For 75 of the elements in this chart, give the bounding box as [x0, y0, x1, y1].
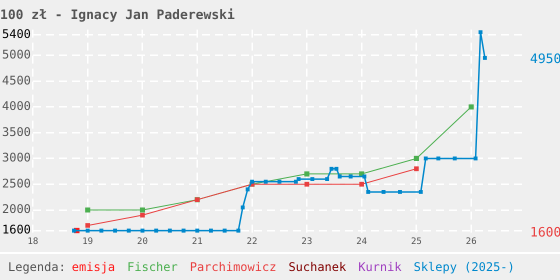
point: [85, 223, 90, 228]
legend-label: Kurnik: [358, 260, 402, 274]
point: [140, 212, 145, 218]
point: [246, 187, 250, 192]
point: [168, 228, 172, 233]
point: [209, 228, 213, 233]
y-tick-label: 2500: [2, 176, 31, 190]
x-tick-label: 18: [27, 236, 38, 247]
point: [436, 156, 440, 160]
point: [296, 177, 301, 182]
point: [398, 190, 402, 194]
point: [72, 228, 76, 233]
point: [366, 190, 370, 194]
point: [222, 228, 227, 233]
x-tick-label: 19: [82, 236, 94, 247]
point: [85, 207, 90, 213]
y-tick-label: 3000: [2, 150, 31, 165]
point: [382, 190, 386, 194]
point: [240, 205, 245, 210]
point: [418, 190, 423, 194]
y-tick-label: 4500: [2, 73, 31, 88]
y-tick-label: 4000: [2, 99, 31, 114]
x-tick-label: 24: [356, 236, 368, 247]
y-tick-label: 3500: [2, 124, 31, 139]
x-tick-label: 22: [246, 236, 258, 247]
point: [338, 174, 342, 178]
point: [330, 166, 334, 171]
point: [86, 228, 90, 233]
y-tick-label: 5000: [2, 47, 31, 62]
point: [99, 228, 104, 233]
point: [195, 228, 200, 233]
point: [304, 182, 310, 187]
text: Fischer: [127, 260, 178, 274]
point: [236, 228, 240, 233]
point: [126, 228, 131, 233]
point: [140, 207, 146, 213]
legend-title: Legenda:: [8, 260, 66, 274]
x-tick-label: 26: [466, 236, 477, 247]
point: [182, 228, 186, 233]
y-tick-label: 5400: [2, 26, 31, 41]
point: [334, 166, 338, 171]
text: 4950: [530, 52, 560, 67]
legend-label: Suchanek: [288, 260, 346, 274]
point: [359, 182, 364, 187]
x-tick-label: 21: [192, 236, 203, 247]
point: [325, 177, 330, 182]
point: [468, 104, 474, 110]
point: [264, 180, 268, 184]
point: [482, 56, 487, 60]
point: [478, 30, 482, 34]
x-tick-label: 20: [137, 236, 148, 247]
point: [424, 156, 428, 160]
text: 1600: [530, 226, 560, 241]
point: [294, 180, 298, 184]
point: [474, 156, 478, 160]
point: [452, 156, 457, 160]
point: [113, 228, 118, 233]
x-tick-label: 23: [301, 236, 312, 247]
point: [348, 174, 353, 178]
y-tick-label: 2000: [2, 202, 31, 216]
point: [414, 156, 419, 162]
point: [154, 228, 158, 233]
point: [250, 180, 254, 184]
point: [414, 166, 419, 172]
text: Sklepy (2025-): [414, 260, 515, 274]
point: [310, 177, 314, 182]
y-tick-label: 1600: [2, 222, 31, 237]
point: [140, 228, 144, 233]
chart-title: 100 zł - Ignacy Jan Paderewski: [0, 8, 235, 24]
text: Parchimowicz: [190, 260, 276, 274]
text: emisja: [72, 260, 116, 274]
point: [304, 171, 310, 176]
point: [277, 180, 282, 184]
x-tick-label: 25: [411, 236, 422, 247]
point: [362, 174, 366, 178]
